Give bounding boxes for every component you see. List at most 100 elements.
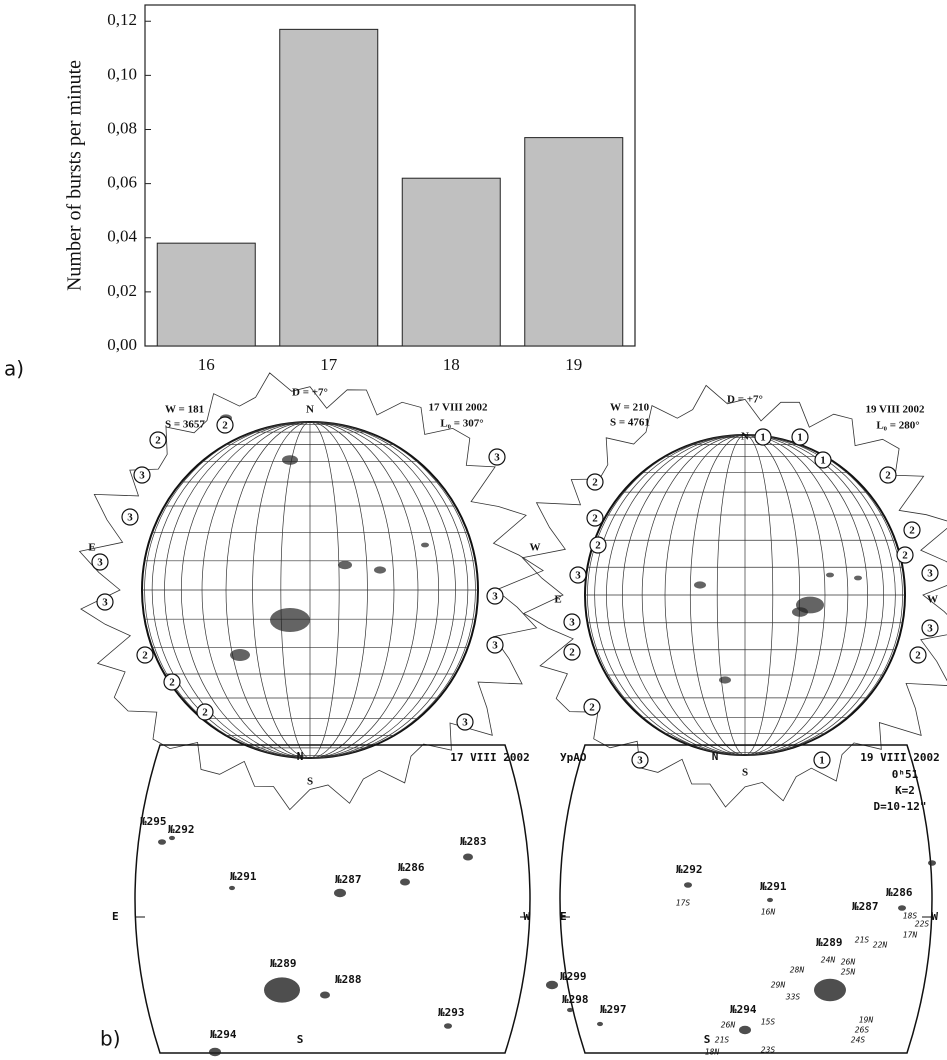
- contour-level: 2: [885, 470, 891, 482]
- spot-label: 26N: [841, 958, 856, 967]
- spot-label: 28N: [790, 966, 805, 975]
- globe-label: S = 4761: [610, 417, 650, 429]
- x-tick-label: 19: [565, 355, 582, 374]
- map-label: №297: [600, 1003, 627, 1016]
- sunspot-group: [334, 888, 346, 898]
- contour-level: 3: [927, 568, 933, 580]
- sunspot-group: [229, 885, 235, 891]
- sunspot-group: [209, 1047, 221, 1057]
- spot-label: 25N: [841, 968, 856, 977]
- contour-level: 3: [637, 755, 643, 767]
- y-tick-label: 0,04: [107, 227, 137, 246]
- map-label: №298: [562, 993, 589, 1006]
- contour-level-ring: [909, 646, 927, 664]
- sunspot-group: [400, 878, 410, 886]
- contour-level: 3: [575, 570, 581, 582]
- contour-level: 3: [492, 640, 498, 652]
- contour-level-ring: [586, 473, 604, 491]
- panel-label: a): [4, 357, 24, 381]
- map-label: №287: [335, 873, 362, 886]
- contour-level-ring: [813, 751, 831, 769]
- sunspot-group: [597, 1021, 603, 1027]
- globe-label: S: [307, 776, 313, 788]
- map-label: S: [704, 1033, 711, 1046]
- map-label: №295: [140, 815, 167, 828]
- contour-level-ring: [96, 593, 114, 611]
- spot-label: 33S: [785, 993, 801, 1002]
- sunspot-group: [814, 978, 846, 1002]
- globe-label: W = 181: [165, 404, 204, 416]
- map-label: 19 VIII 2002: [860, 751, 939, 764]
- map-label: №283: [460, 835, 487, 848]
- bar: [524, 137, 624, 347]
- contour-level-ring: [586, 509, 604, 527]
- sunspot-group: [739, 1025, 751, 1035]
- contour-level: 2: [589, 702, 595, 714]
- globe-label: N: [306, 404, 314, 416]
- contour-level-ring: [456, 713, 474, 731]
- map-label: №289: [816, 936, 843, 949]
- bar: [401, 177, 501, 347]
- sunspot-group: [826, 572, 834, 578]
- map-label: W: [931, 910, 938, 923]
- contour-level-ring: [814, 451, 832, 469]
- contour-level: 2: [595, 540, 601, 552]
- contour-level: 1: [760, 432, 766, 444]
- sunspot-group: [230, 649, 250, 661]
- map-label: K=2: [895, 784, 915, 797]
- contour-level-ring: [149, 431, 167, 449]
- contour-level-ring: [583, 698, 601, 716]
- spot-label: 24N: [821, 956, 836, 965]
- globe-label: L₀ = 307°: [440, 418, 483, 430]
- contour-level: 1: [819, 755, 825, 767]
- spot-label: 16N: [761, 908, 776, 917]
- contour-level-ring: [563, 643, 581, 661]
- contour-level-ring: [136, 646, 154, 664]
- contour-level-ring: [486, 636, 504, 654]
- contour-level-ring: [133, 466, 151, 484]
- map-label: 0ʰ51: [892, 768, 919, 781]
- contour-level-ring: [903, 521, 921, 539]
- x-tick-label: 18: [443, 355, 460, 374]
- x-tick-label: 17: [320, 355, 338, 374]
- contour-level: 3: [462, 717, 468, 729]
- map-label: №287: [852, 900, 879, 913]
- contour-level-ring: [921, 619, 939, 637]
- globe-label: D = +7°: [727, 394, 763, 406]
- contour-level: 2: [155, 435, 161, 447]
- contour-level-ring: [216, 416, 234, 434]
- globe-label: W: [530, 542, 541, 554]
- spot-label: 19N: [859, 1016, 874, 1025]
- map-label: №292: [676, 863, 703, 876]
- sunspot-group: [854, 575, 862, 581]
- sunspot-group: [567, 1007, 573, 1013]
- globe-label: W = 210: [610, 402, 650, 414]
- y-tick-label: 0,00: [107, 335, 137, 354]
- contour-level: 2: [222, 420, 228, 432]
- y-axis-title: Number of bursts per minute: [64, 60, 86, 291]
- contour-level-ring: [121, 508, 139, 526]
- spot-label: 22N: [873, 941, 888, 950]
- contour-level-ring: [879, 466, 897, 484]
- map-label: №293: [438, 1006, 465, 1019]
- contour-level: 2: [142, 650, 148, 662]
- map-label: УрАО: [560, 751, 587, 764]
- sunspot-group: [320, 991, 330, 999]
- spot-label: 21S: [855, 936, 870, 945]
- y-tick-label: 0,06: [107, 173, 137, 192]
- contour-level-ring: [196, 703, 214, 721]
- contour-level-ring: [589, 536, 607, 554]
- globe-label: D = +7°: [292, 387, 328, 399]
- contour-level-ring: [163, 673, 181, 691]
- y-tick-label: 0,02: [107, 281, 137, 300]
- spot-label: 22S: [915, 920, 930, 929]
- contour-level: 3: [127, 512, 133, 524]
- sunspot-group: [546, 980, 558, 990]
- map-label: N: [297, 750, 304, 763]
- sunspot-group: [169, 835, 175, 841]
- sunspot-group: [719, 676, 731, 684]
- sunspot-group: [338, 560, 352, 570]
- map-label: №294: [730, 1003, 757, 1016]
- contour-level-ring: [896, 546, 914, 564]
- globe-label: E: [554, 594, 561, 606]
